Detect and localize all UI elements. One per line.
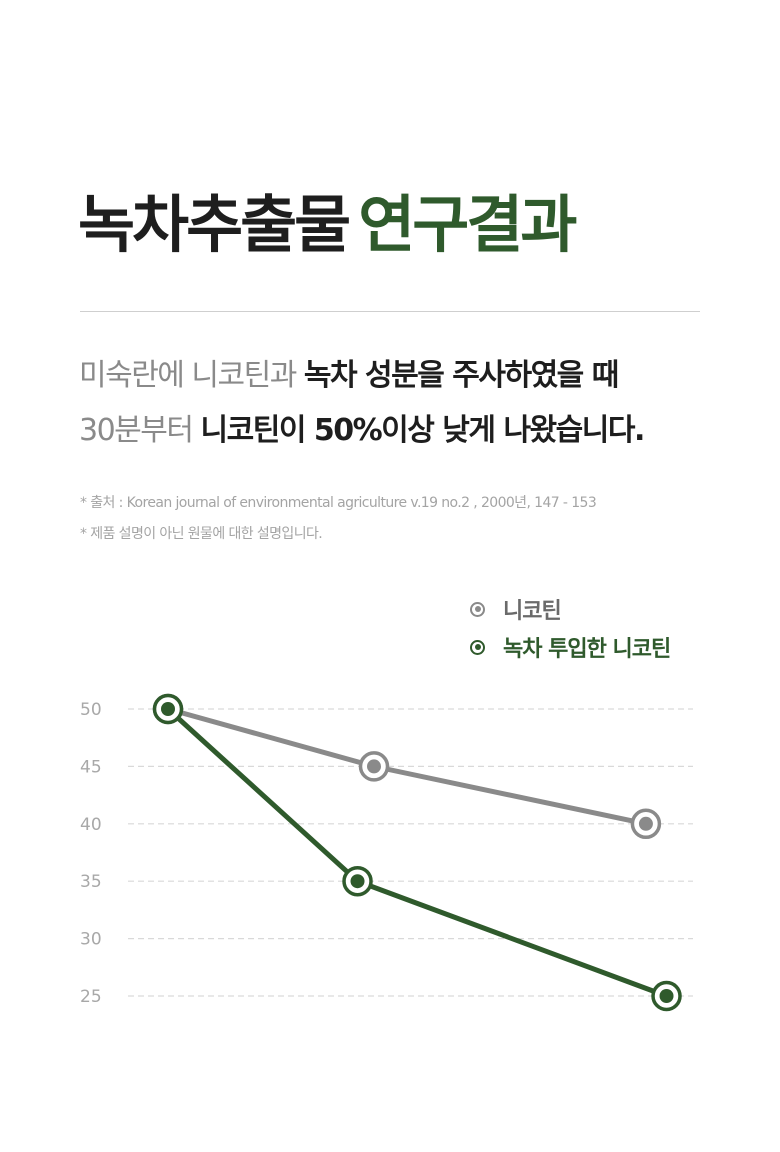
- description-line-2: 30분부터 니코틴이 50%이상 낮게 나왔습니다.: [79, 413, 646, 449]
- description-line-1: 미숙란에 니코틴과 녹차 성분을 주사하였을 때: [79, 358, 619, 394]
- y-tick-label: 35: [80, 872, 102, 892]
- series-layer: [152, 693, 682, 1012]
- data-point-series-0: [630, 808, 662, 840]
- series-line-1: [166, 707, 668, 999]
- data-point-series-1: [651, 980, 682, 1012]
- y-tick-label: 30: [80, 930, 102, 950]
- legend-item-nicotine: 니코틴: [470, 593, 562, 625]
- title-part-2: 연구결과: [358, 188, 577, 261]
- y-tick-label: 45: [80, 757, 102, 777]
- page-title: 녹차추출물 연구결과: [78, 188, 577, 262]
- description-line-1-bold: 녹차 성분을 주사하였을 때: [303, 358, 619, 393]
- grid-layer: 50 45 40 35 30 25: [80, 700, 693, 1007]
- description-line-1-light: 미숙란에 니코틴과: [79, 358, 304, 393]
- title-part-1: 녹차추출물: [78, 188, 351, 261]
- divider: [80, 311, 700, 312]
- legend-marker-icon: [470, 639, 485, 655]
- data-point-series-0: [358, 751, 390, 782]
- source-note: * 출처 : Korean journal of environmental a…: [80, 495, 597, 511]
- legend-marker-icon: [470, 601, 485, 617]
- description-line-2-light: 30분부터: [79, 413, 201, 448]
- legend-item-greentea-nicotine: 녹차 투입한 니코틴: [470, 631, 671, 663]
- data-point-series-1: [342, 865, 373, 897]
- y-tick-label: 40: [80, 815, 102, 835]
- data-point-series-1: [152, 693, 184, 725]
- description-line-2-bold: 니코틴이 50%이상 낮게 나왔습니다.: [200, 413, 646, 448]
- legend-label-greentea-nicotine: 녹차 투입한 니코틴: [503, 637, 671, 662]
- y-tick-label: 25: [80, 987, 102, 1007]
- disclaimer-note: * 제품 설명이 아닌 원물에 대한 설명입니다.: [80, 526, 323, 542]
- y-tick-label: 50: [80, 700, 102, 720]
- legend-label-nicotine: 니코틴: [503, 599, 562, 624]
